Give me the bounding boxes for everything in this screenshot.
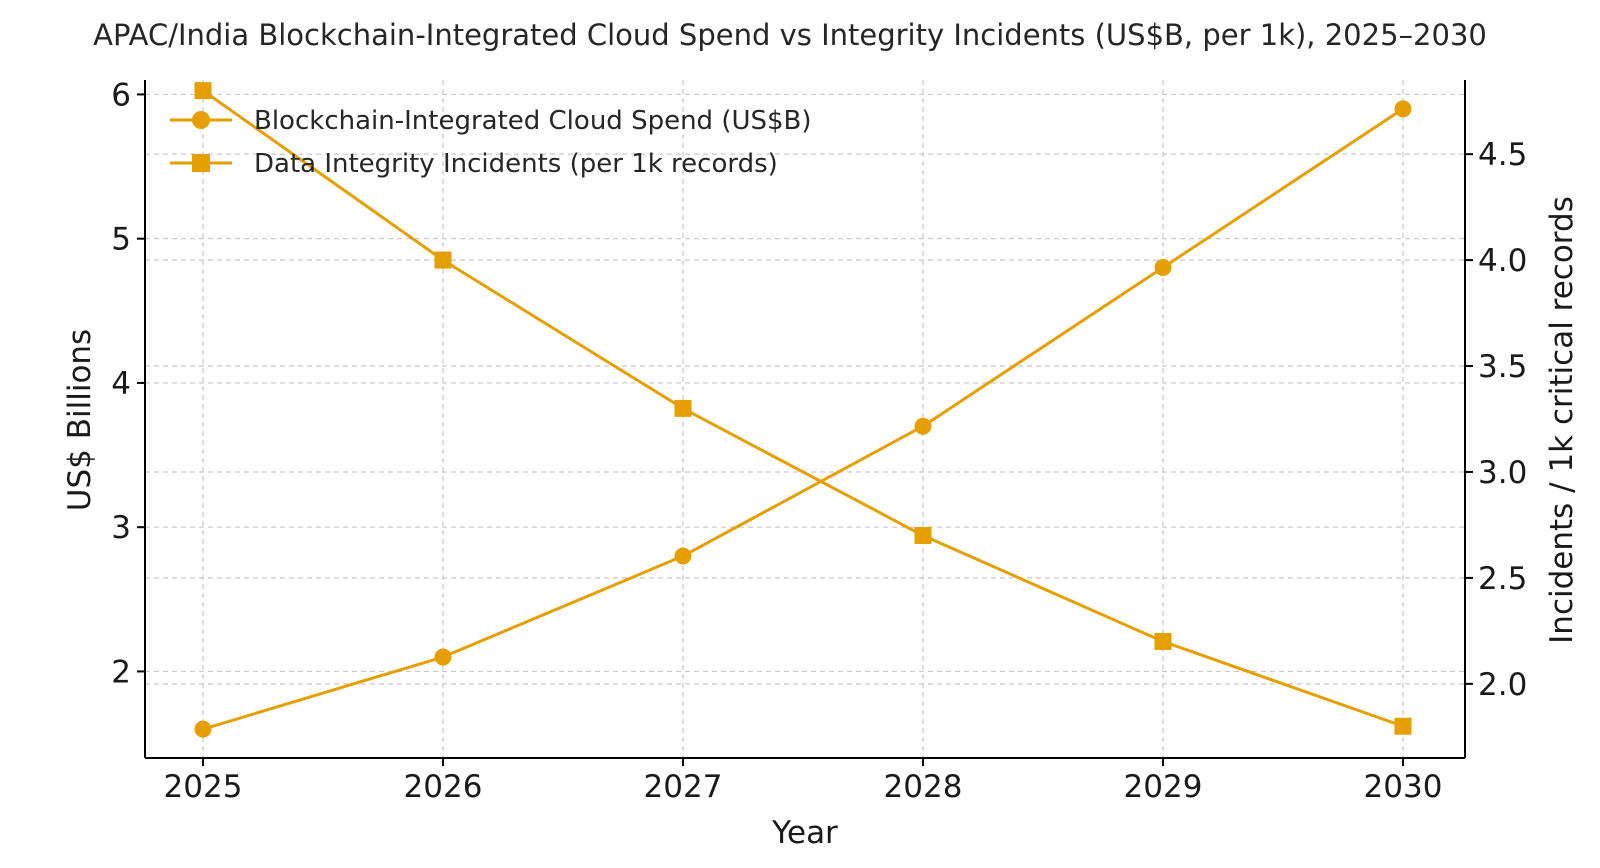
y-tick-label-right: 2.5 (1478, 561, 1527, 597)
y-tick-label: 6 (111, 77, 131, 113)
y-tick-label-right: 4.5 (1478, 137, 1527, 173)
legend-label-incidents: Data Integrity Incidents (per 1k records… (254, 149, 778, 179)
ticks: 2025 2026 2027 2028 2029 2030 2 3 4 5 6 2.0 2.5 3.0 3.… (111, 77, 1527, 805)
data-point-spend (674, 547, 692, 565)
y-axis-label-right: Incidents / 1k critical records (1544, 196, 1580, 644)
y-tick-label-right: 4.0 (1478, 243, 1527, 279)
y-tick-label: 5 (111, 222, 131, 258)
grid (145, 80, 1465, 758)
y-tick-label: 3 (111, 510, 131, 546)
series (194, 82, 1412, 738)
chart-title: APAC/India Blockchain-Integrated Cloud S… (93, 18, 1487, 52)
data-point-incidents (914, 527, 932, 545)
series-line-spend (202, 107, 1404, 731)
y-tick-label-right: 2.0 (1478, 667, 1527, 703)
legend-entry-spend: Blockchain-Integrated Cloud Spend (US$B) (170, 106, 812, 136)
data-point-incidents (1394, 717, 1412, 735)
legend-label-spend: Blockchain-Integrated Cloud Spend (US$B) (254, 106, 812, 136)
legend-marker-circle (192, 111, 210, 129)
x-tick-label: 2028 (884, 769, 963, 805)
x-tick-label: 2029 (1124, 769, 1203, 805)
axes (144, 80, 1466, 759)
data-point-incidents (674, 399, 692, 417)
series-line-incidents (202, 89, 1404, 728)
data-point-spend (194, 720, 212, 738)
data-point-spend (1394, 100, 1412, 118)
data-point-incidents (434, 251, 452, 269)
legend-entry-incidents: Data Integrity Incidents (per 1k records… (170, 149, 778, 179)
data-point-spend (914, 417, 932, 435)
x-tick-label: 2026 (404, 769, 483, 805)
data-point-incidents (1154, 632, 1172, 650)
x-tick-label: 2025 (164, 769, 243, 805)
y-tick-label: 4 (111, 366, 131, 402)
y-tick-label-right: 3.0 (1478, 455, 1527, 491)
y-tick-label: 2 (111, 654, 131, 690)
x-axis-label: Year (771, 815, 838, 851)
x-tick-label: 2027 (644, 769, 723, 805)
data-point-spend (434, 648, 452, 666)
data-point-incidents (194, 82, 212, 100)
y-axis-label: US$ Billions (62, 329, 98, 511)
x-tick-label: 2030 (1364, 769, 1443, 805)
data-point-spend (1154, 259, 1172, 277)
y-tick-label-right: 3.5 (1478, 349, 1527, 385)
legend: Blockchain-Integrated Cloud Spend (US$B)… (170, 106, 812, 179)
legend-marker-square (192, 154, 210, 172)
